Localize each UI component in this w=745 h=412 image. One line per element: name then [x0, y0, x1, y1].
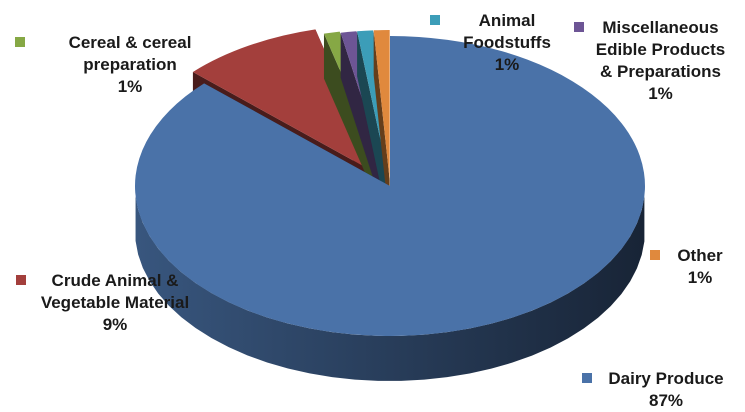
label-dairy: Dairy Produce 87%	[608, 369, 724, 410]
pie-slice-0	[135, 36, 646, 381]
label-cereal: Cereal & cereal preparation 1%	[68, 33, 192, 96]
label-miscellaneous: Miscellaneous Edible Products & Preparat…	[595, 18, 726, 103]
legend-swatch-other	[650, 250, 660, 260]
legend-swatch-animal-foodstuffs	[430, 15, 440, 25]
legend-swatch-crude-animal	[16, 275, 26, 285]
legend-swatch-miscellaneous	[574, 22, 584, 32]
legend-swatch-dairy	[582, 373, 592, 383]
label-crude-animal: Crude Animal & Vegetable Material 9%	[40, 271, 190, 334]
pie-slice-5	[373, 30, 390, 226]
label-animal-foodstuffs: Animal Foodstuffs 1%	[463, 11, 551, 74]
label-other: Other 1%	[677, 246, 723, 287]
legend-swatch-cereal	[15, 37, 25, 47]
